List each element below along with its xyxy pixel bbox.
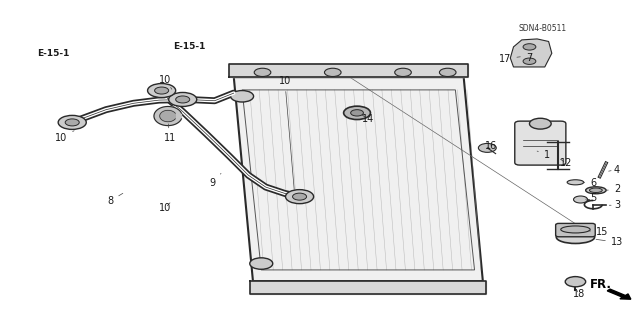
Circle shape bbox=[155, 87, 169, 94]
Polygon shape bbox=[510, 39, 552, 67]
Circle shape bbox=[529, 118, 551, 129]
Text: 7: 7 bbox=[526, 53, 532, 63]
Text: 2: 2 bbox=[606, 184, 620, 194]
Circle shape bbox=[230, 91, 253, 102]
Text: E-15-1: E-15-1 bbox=[173, 42, 205, 52]
Polygon shape bbox=[234, 77, 483, 281]
Ellipse shape bbox=[589, 188, 602, 193]
Text: 16: 16 bbox=[485, 141, 497, 151]
Text: 15: 15 bbox=[588, 227, 609, 237]
FancyArrow shape bbox=[607, 289, 631, 299]
Text: 17: 17 bbox=[499, 54, 520, 64]
Text: 8: 8 bbox=[108, 193, 123, 206]
Text: SDN4-B0511: SDN4-B0511 bbox=[518, 24, 566, 33]
Circle shape bbox=[254, 68, 271, 76]
Text: 10: 10 bbox=[279, 76, 294, 190]
Circle shape bbox=[285, 190, 314, 204]
Circle shape bbox=[58, 116, 86, 129]
Circle shape bbox=[395, 68, 412, 76]
Circle shape bbox=[440, 68, 456, 76]
Text: 11: 11 bbox=[164, 124, 176, 143]
Circle shape bbox=[292, 193, 307, 200]
Text: 10: 10 bbox=[159, 75, 172, 89]
Circle shape bbox=[324, 68, 341, 76]
FancyBboxPatch shape bbox=[556, 223, 595, 237]
Circle shape bbox=[523, 58, 536, 64]
Polygon shape bbox=[229, 64, 468, 77]
Text: 12: 12 bbox=[559, 158, 572, 168]
Circle shape bbox=[351, 110, 364, 116]
Polygon shape bbox=[250, 281, 486, 294]
Circle shape bbox=[175, 96, 189, 103]
Text: FR.: FR. bbox=[589, 278, 611, 292]
Polygon shape bbox=[154, 107, 181, 125]
Text: 14: 14 bbox=[362, 114, 374, 124]
Circle shape bbox=[250, 258, 273, 269]
Circle shape bbox=[478, 143, 496, 152]
Text: 10: 10 bbox=[55, 131, 74, 143]
Circle shape bbox=[65, 119, 79, 126]
Text: 6: 6 bbox=[583, 178, 596, 188]
FancyBboxPatch shape bbox=[515, 121, 566, 165]
Circle shape bbox=[148, 84, 175, 98]
Text: 5: 5 bbox=[586, 193, 596, 203]
Circle shape bbox=[523, 44, 536, 50]
Ellipse shape bbox=[556, 231, 595, 244]
Polygon shape bbox=[160, 110, 175, 122]
Circle shape bbox=[169, 92, 196, 107]
Circle shape bbox=[573, 196, 588, 203]
Text: 13: 13 bbox=[596, 237, 623, 247]
Circle shape bbox=[344, 106, 371, 120]
Text: 9: 9 bbox=[210, 173, 221, 188]
Ellipse shape bbox=[561, 226, 590, 233]
Circle shape bbox=[565, 276, 586, 287]
Text: E-15-1: E-15-1 bbox=[38, 49, 70, 58]
Text: 18: 18 bbox=[573, 289, 585, 300]
Text: 10: 10 bbox=[159, 203, 172, 213]
Text: 3: 3 bbox=[609, 200, 620, 210]
Text: 4: 4 bbox=[609, 164, 620, 174]
Ellipse shape bbox=[586, 187, 606, 194]
Ellipse shape bbox=[567, 180, 584, 185]
Text: 1: 1 bbox=[537, 150, 550, 160]
